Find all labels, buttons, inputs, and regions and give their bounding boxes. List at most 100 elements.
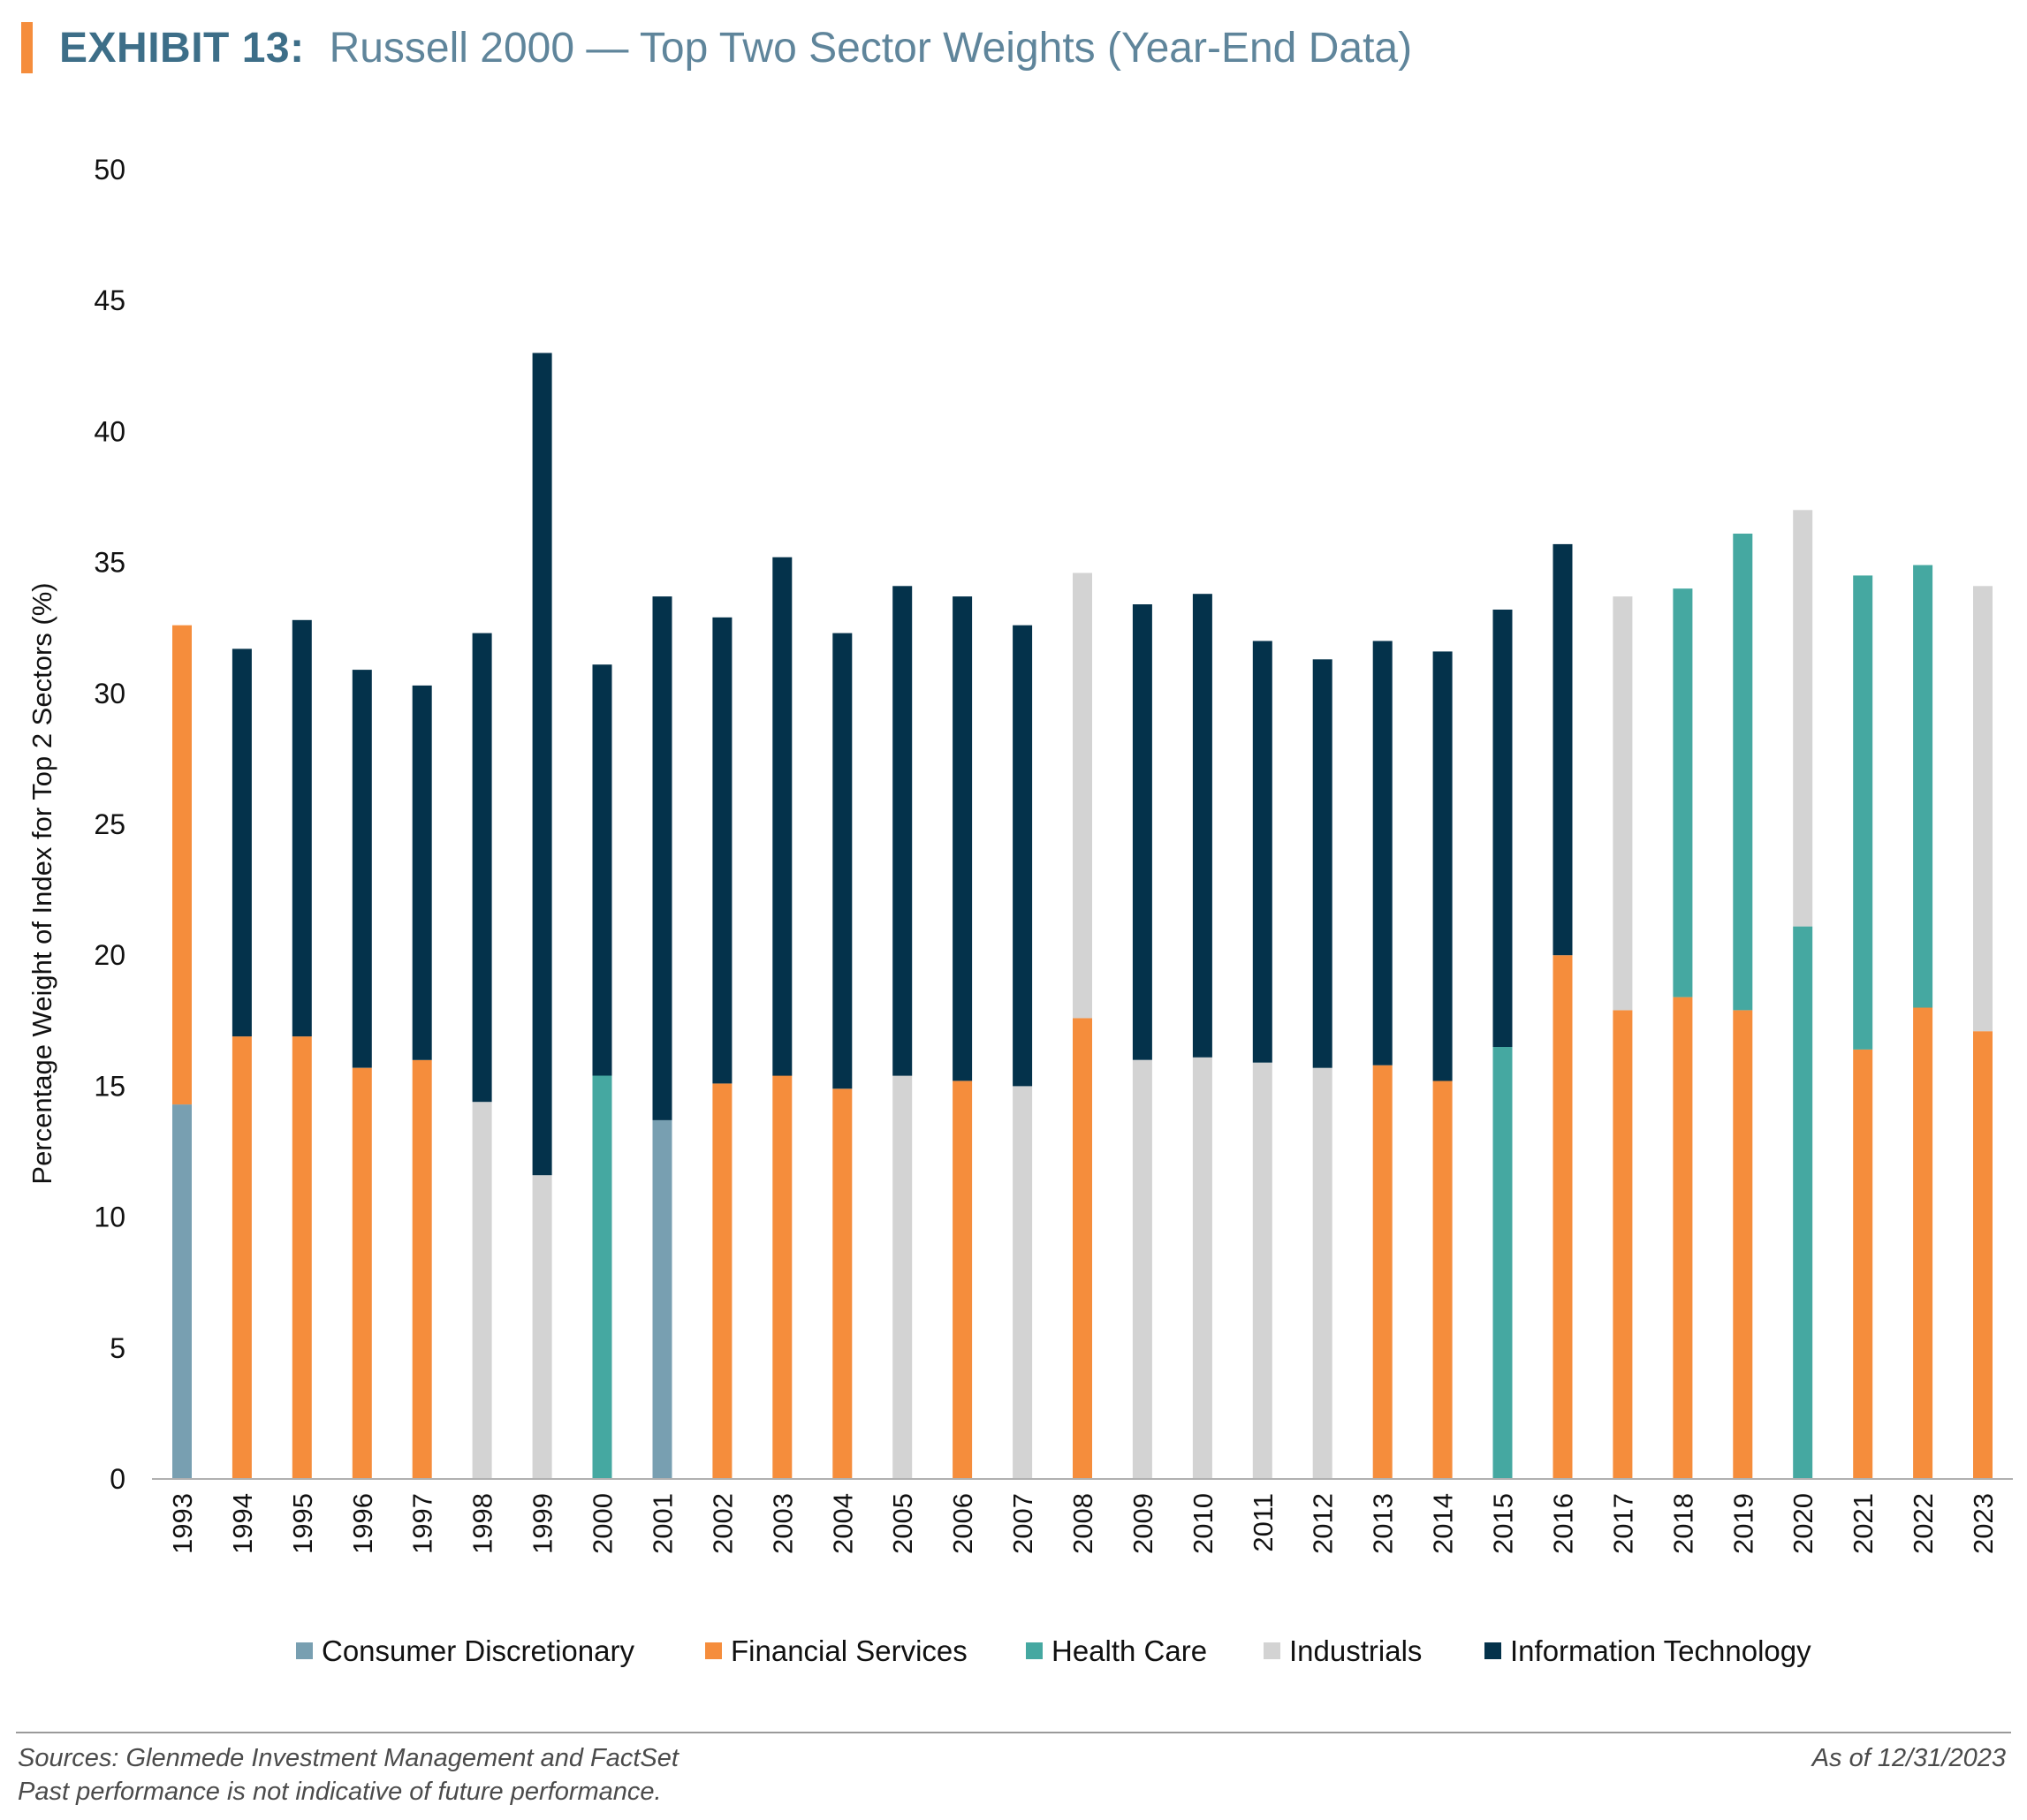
legend-swatch-industrials [1264, 1642, 1280, 1659]
exhibit-header: EXHIBIT 13: Russell 2000 — Top Two Secto… [21, 19, 1412, 76]
exhibit-label: EXHIBIT 13: [59, 24, 305, 72]
bar-2022-financial-services [1913, 1007, 1933, 1479]
bar-2005-industrials [892, 1075, 913, 1479]
bar-2004-financial-services [832, 1088, 853, 1479]
bar-2016-financial-services [1553, 955, 1573, 1479]
y-tick-label-35: 35 [94, 547, 125, 579]
bar-2021-health-care [1853, 575, 1873, 1050]
footer-divider [16, 1732, 2011, 1733]
source-note: Sources: Glenmede Investment Management … [18, 1744, 679, 1772]
x-tick-label-2005: 2005 [887, 1493, 918, 1554]
bar-2010-industrials [1192, 1057, 1212, 1479]
legend-label-consumer-discretionary: Consumer Discretionary [322, 1634, 634, 1667]
bar-2019-health-care [1733, 534, 1753, 1011]
legend: Consumer Discretionary Financial Services… [296, 1634, 1811, 1667]
bar-2015-information-technology [1492, 610, 1513, 1047]
bar-1995-financial-services [292, 1036, 312, 1479]
legend-swatch-financial-services [705, 1642, 722, 1659]
legend-label-health-care: Health Care [1051, 1634, 1207, 1667]
bar-1993-consumer-discretionary [172, 1104, 192, 1479]
bar-2014-financial-services [1432, 1081, 1453, 1479]
bar-2014-information-technology [1432, 651, 1453, 1081]
x-tick-label-2015: 2015 [1488, 1493, 1519, 1554]
bar-1997-information-technology [412, 685, 432, 1060]
legend-label-industrials: Industrials [1289, 1634, 1422, 1667]
y-tick-label-50: 50 [94, 154, 125, 186]
x-tick-label-2020: 2020 [1788, 1493, 1818, 1554]
bar-1996-information-technology [352, 670, 372, 1068]
x-tick-label-2021: 2021 [1848, 1493, 1879, 1554]
x-tick-label-1998: 1998 [467, 1493, 498, 1554]
bar-2012-information-technology [1312, 659, 1332, 1068]
bar-2007-industrials [1013, 1086, 1033, 1479]
bar-2009-industrials [1132, 1059, 1152, 1479]
bar-2009-information-technology [1132, 604, 1152, 1060]
bar-2015-health-care [1492, 1046, 1513, 1479]
x-tick-label-2003: 2003 [767, 1493, 798, 1554]
bar-2020-health-care [1793, 926, 1813, 1479]
x-tick-label-1993: 1993 [167, 1493, 198, 1554]
x-tick-label-2019: 2019 [1727, 1493, 1758, 1554]
x-tick-label-2008: 2008 [1067, 1493, 1098, 1554]
stacked-bar-chart: 0 5 10 15 20 25 30 35 40 45 50 Percentage Weight o… [27, 154, 2013, 1667]
bar-2005-information-technology [892, 586, 913, 1076]
bar-1994-information-technology [232, 648, 252, 1037]
x-tick-label-1994: 1994 [227, 1493, 258, 1554]
bar-2008-financial-services [1073, 1018, 1092, 1479]
bar-1999-information-technology [532, 353, 552, 1176]
bar-2006-financial-services [953, 1081, 973, 1479]
bar-2006-information-technology [953, 596, 973, 1081]
bar-2010-information-technology [1192, 594, 1212, 1058]
y-tick-label-10: 10 [94, 1202, 125, 1233]
bar-2017-industrials [1613, 596, 1633, 1011]
y-axis: 0 5 10 15 20 25 30 35 40 45 50 [94, 154, 125, 1495]
bar-1998-industrials [472, 1102, 492, 1479]
bar-2002-information-technology [712, 617, 733, 1084]
x-tick-label-1999: 1999 [528, 1493, 558, 1554]
bar-2013-information-technology [1372, 641, 1393, 1065]
bar-2011-industrials [1252, 1062, 1272, 1479]
bar-1999-industrials [532, 1175, 552, 1479]
bar-2007-information-technology [1013, 625, 1033, 1087]
x-tick-label-2011: 2011 [1248, 1493, 1279, 1552]
x-tick-label-2016: 2016 [1548, 1493, 1579, 1554]
bar-2013-financial-services [1372, 1065, 1393, 1479]
x-tick-label-2007: 2007 [1007, 1493, 1038, 1554]
y-tick-label-20: 20 [94, 939, 125, 971]
legend-swatch-information-technology [1484, 1642, 1501, 1659]
bar-2018-health-care [1673, 588, 1693, 997]
bar-1995-information-technology [292, 619, 312, 1037]
legend-label-information-technology: Information Technology [1510, 1634, 1811, 1667]
y-tick-label-0: 0 [110, 1463, 125, 1495]
bar-1998-information-technology [472, 633, 492, 1103]
bar-2003-financial-services [772, 1075, 793, 1479]
bar-1993-financial-services [172, 625, 192, 1105]
y-tick-label-45: 45 [94, 284, 125, 316]
x-tick-label-1996: 1996 [347, 1493, 378, 1554]
x-tick-label-1997: 1997 [407, 1493, 438, 1554]
bar-2017-financial-services [1613, 1010, 1633, 1479]
bar-1997-financial-services [412, 1059, 432, 1479]
x-axis: 1993 1994 1995 1996 1997 1998 1999 2000 2001 2002… [167, 1493, 1999, 1554]
bar-2003-information-technology [772, 557, 793, 1076]
x-tick-label-2023: 2023 [1968, 1493, 1999, 1554]
bar-2004-information-technology [832, 633, 853, 1089]
bar-2019-financial-services [1733, 1010, 1753, 1479]
x-tick-label-2022: 2022 [1908, 1493, 1939, 1554]
bar-2012-industrials [1312, 1067, 1332, 1479]
x-tick-label-2001: 2001 [648, 1493, 679, 1554]
x-tick-label-2012: 2012 [1308, 1493, 1339, 1554]
bar-group [172, 353, 1993, 1479]
x-tick-label-2006: 2006 [947, 1493, 978, 1554]
disclaimer-note: Past performance is not indicative of fu… [18, 1778, 662, 1806]
legend-swatch-consumer-discretionary [296, 1642, 313, 1659]
bar-2002-financial-services [712, 1083, 733, 1479]
x-tick-label-2014: 2014 [1428, 1493, 1459, 1554]
accent-bar [21, 22, 33, 73]
bar-2018-financial-services [1673, 997, 1693, 1479]
bar-2016-information-technology [1553, 543, 1573, 956]
legend-label-financial-services: Financial Services [731, 1634, 968, 1667]
y-axis-label: Percentage Weight of Index for Top 2 Sec… [27, 582, 57, 1184]
bar-2020-industrials [1793, 510, 1813, 927]
x-tick-label-2013: 2013 [1368, 1493, 1399, 1554]
